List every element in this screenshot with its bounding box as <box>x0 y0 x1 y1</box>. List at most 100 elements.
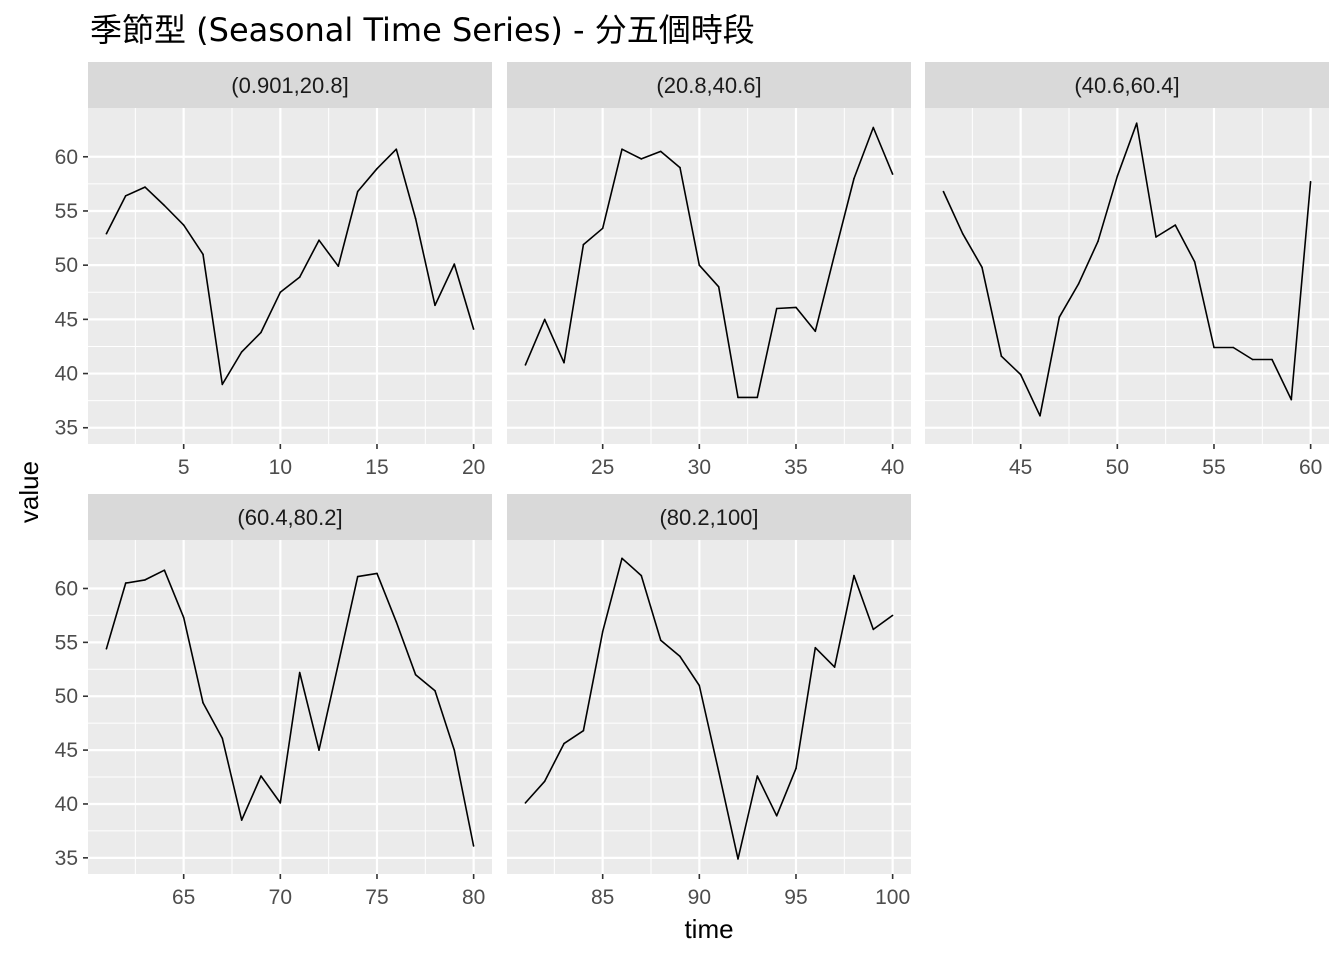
facet-panel: (80.2,100] 85 90 95 100 <box>507 494 911 909</box>
data-point <box>1309 180 1312 183</box>
data-point <box>543 318 546 321</box>
facet-strip-label: (60.4,80.2] <box>237 505 342 530</box>
data-point <box>601 227 604 230</box>
data-point <box>814 646 817 649</box>
x-tick-label: 50 <box>1106 456 1129 479</box>
data-point <box>833 666 836 668</box>
data-point <box>775 815 778 817</box>
data-point <box>182 224 185 226</box>
data-point <box>202 253 204 256</box>
data-point <box>679 166 681 169</box>
x-tick-label: 10 <box>269 456 292 479</box>
data-point <box>1155 236 1157 238</box>
data-point <box>434 690 436 692</box>
y-tick-label: 35 <box>55 417 78 440</box>
data-point <box>1039 415 1041 417</box>
data-point <box>756 775 759 777</box>
data-point <box>1232 346 1235 349</box>
data-point <box>1058 316 1061 319</box>
data-point <box>601 630 604 633</box>
facet-panel: (20.8,40.6] 25 30 35 40 <box>507 62 911 479</box>
data-point <box>961 232 964 235</box>
x-tick-label: 15 <box>365 456 388 479</box>
series-line <box>524 557 894 860</box>
data-point <box>221 383 224 386</box>
data-point <box>124 195 127 197</box>
data-point <box>144 579 146 581</box>
panel-background <box>507 540 911 874</box>
facet-strip <box>507 62 911 108</box>
x-tick-label: 55 <box>1202 456 1225 479</box>
series-line <box>105 569 475 847</box>
y-tick-label: 40 <box>55 363 78 386</box>
data-point <box>853 574 855 577</box>
data-point <box>717 286 720 288</box>
data-point <box>202 701 204 704</box>
facet-strip <box>925 62 1329 108</box>
data-point <box>1000 355 1003 358</box>
data-point <box>872 628 875 631</box>
data-point <box>621 557 623 560</box>
data-point <box>543 780 546 783</box>
facet-strip-label: (0.901,20.8] <box>231 73 348 98</box>
x-tick-label: 60 <box>1299 456 1322 479</box>
facet-panel: (40.6,60.4] 45 50 55 60 <box>925 62 1329 479</box>
data-point <box>872 126 875 129</box>
data-point <box>698 684 701 687</box>
data-point <box>981 266 983 269</box>
data-point <box>582 729 585 732</box>
data-point <box>414 217 417 220</box>
data-point <box>1019 373 1022 376</box>
facet-strip <box>88 494 492 540</box>
data-point <box>472 845 475 847</box>
data-point <box>833 253 836 256</box>
y-tick-label: 60 <box>55 577 78 600</box>
data-point <box>298 671 301 674</box>
data-point <box>563 361 565 364</box>
data-point <box>356 575 359 578</box>
data-point <box>337 663 340 665</box>
data-point <box>105 232 108 235</box>
series-line <box>942 122 1312 417</box>
x-tick-label: 5 <box>178 456 190 479</box>
data-point <box>1097 240 1099 243</box>
data-point <box>163 569 166 571</box>
data-point <box>356 190 359 193</box>
data-point <box>1116 175 1119 178</box>
data-point <box>376 167 378 170</box>
series-line <box>524 126 894 399</box>
data-point <box>472 328 475 330</box>
panel-background <box>88 108 492 444</box>
x-tick-label: 75 <box>365 886 388 909</box>
data-point <box>105 648 108 650</box>
data-point <box>698 264 701 267</box>
y-tick-label: 40 <box>55 793 78 816</box>
y-tick-label: 60 <box>55 146 78 169</box>
x-tick-label: 45 <box>1009 456 1032 479</box>
data-point <box>453 749 456 751</box>
facet-strip <box>88 62 492 108</box>
panel-background <box>88 540 492 874</box>
data-point <box>795 767 797 770</box>
data-point <box>453 263 456 265</box>
facet-strip-label: (40.6,60.4] <box>1074 73 1179 98</box>
data-point <box>853 177 855 180</box>
data-point <box>582 243 585 246</box>
data-point <box>221 737 224 739</box>
y-tick-label: 55 <box>55 631 78 654</box>
data-point <box>737 396 739 399</box>
facet-panels: (0.901,20.8] 35 40 45 50 55 60 5 10 15 20 (20.8,40.… <box>55 62 1329 909</box>
x-tick-label: 70 <box>269 886 292 909</box>
facet-panel: (60.4,80.2] 35 40 45 50 55 60 65 70 75 80 <box>55 494 492 909</box>
data-point <box>434 304 436 307</box>
data-point <box>659 150 662 153</box>
data-point <box>260 331 262 334</box>
y-tick-label: 35 <box>55 847 78 870</box>
data-point <box>318 239 320 241</box>
facet-strip-label: (80.2,100] <box>659 505 758 530</box>
data-point <box>524 802 527 804</box>
y-tick-label: 55 <box>55 200 78 223</box>
data-point <box>182 616 185 619</box>
data-point <box>163 204 166 207</box>
